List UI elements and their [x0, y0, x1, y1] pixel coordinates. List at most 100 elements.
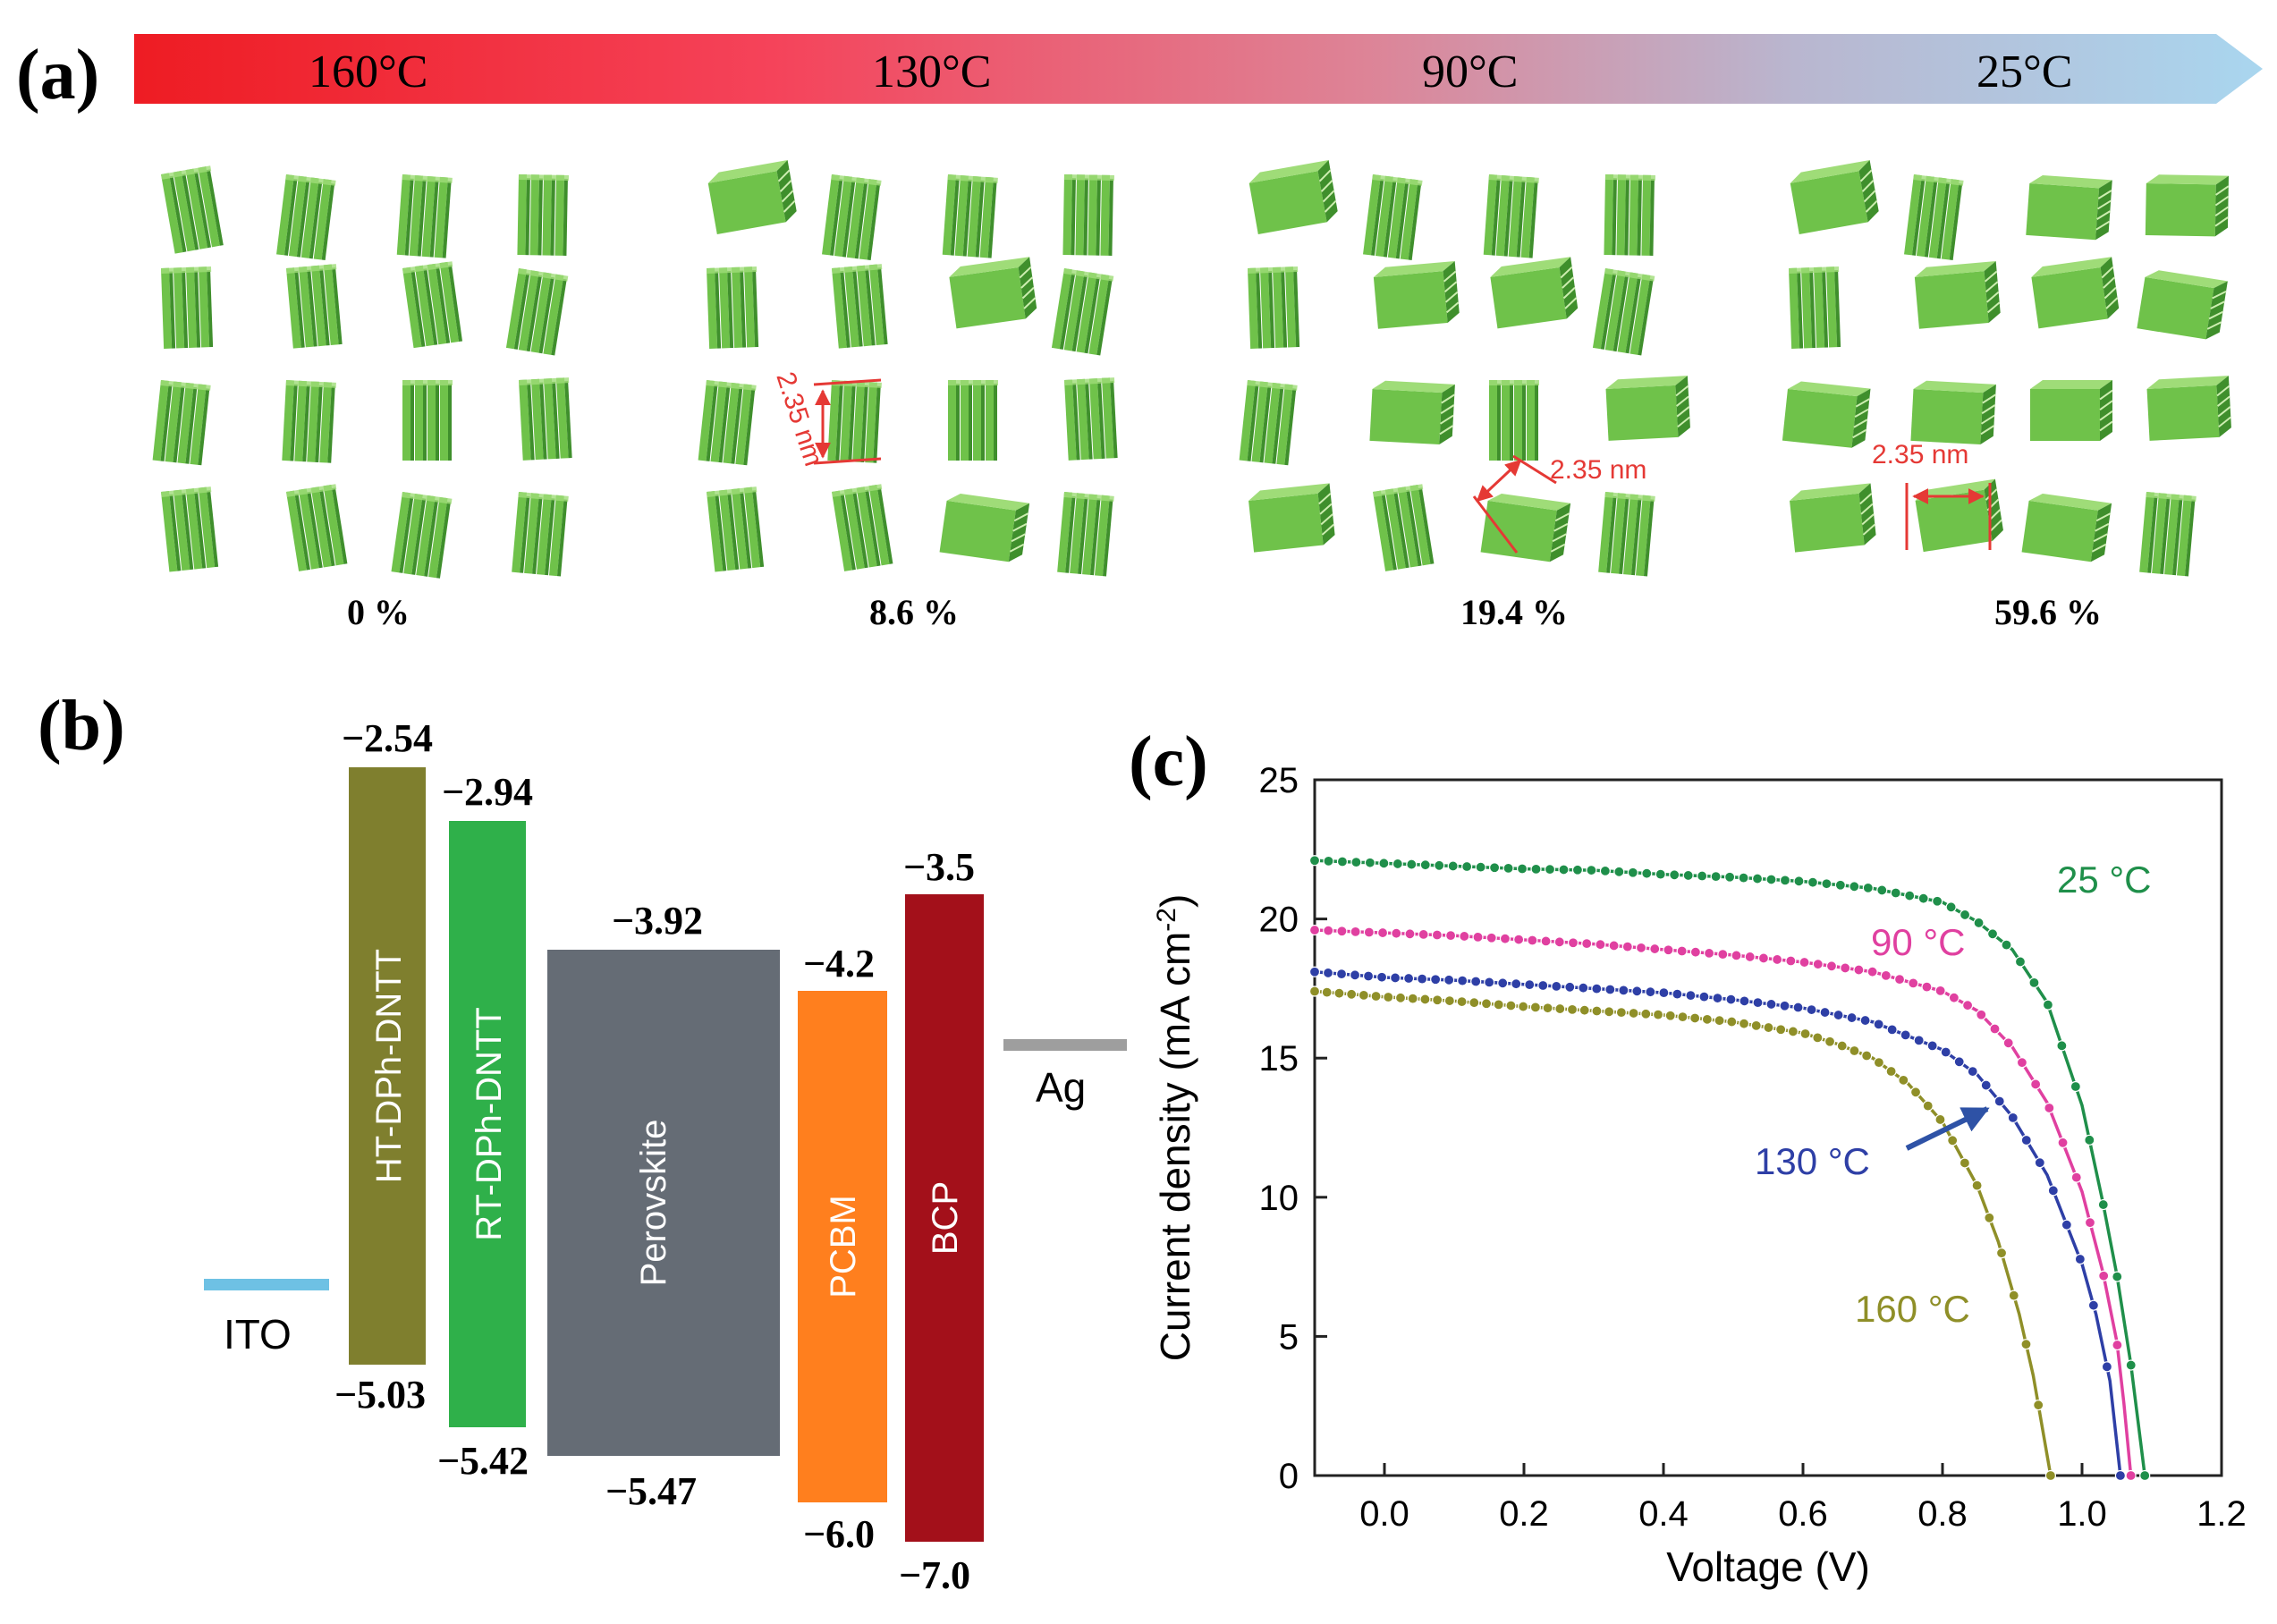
data-point — [1738, 1018, 1750, 1029]
band-rt-label: RT-DPh-DNTT — [470, 1007, 509, 1240]
data-point — [1540, 935, 1552, 947]
data-point — [1714, 1015, 1725, 1027]
crystal-stack — [152, 380, 211, 466]
spacing-label-3: 2.35 nm — [1872, 440, 1968, 469]
band-pcbm-label: PCBM — [824, 1195, 863, 1298]
data-point — [2014, 956, 2027, 968]
crystal-groups — [152, 160, 2231, 579]
x-tick-label: 0.8 — [1917, 1494, 1968, 1534]
crystal-stack — [402, 261, 462, 349]
data-point — [1765, 874, 1777, 885]
data-point — [1757, 952, 1770, 964]
data-point — [1499, 933, 1511, 944]
data-point — [1682, 869, 1694, 882]
data-point — [1765, 998, 1777, 1011]
data-point — [1712, 992, 1723, 1004]
data-point — [2061, 1219, 2072, 1231]
data-point — [1840, 962, 1851, 974]
data-point — [2030, 1078, 2042, 1090]
crystal-stack — [1369, 380, 1455, 444]
data-point — [1604, 1006, 1615, 1018]
data-point — [1615, 1007, 1627, 1019]
percent-label-0: 0 % — [347, 592, 410, 632]
data-point — [1480, 998, 1493, 1010]
data-point — [1530, 863, 1542, 875]
temp-label-130: 130°C — [872, 47, 991, 97]
data-point — [1581, 938, 1593, 950]
temp-label-25: 25°C — [1977, 47, 2072, 97]
data-point — [1752, 997, 1764, 1009]
data-point — [1824, 1036, 1836, 1047]
data-point — [1558, 864, 1570, 875]
data-point — [1995, 1248, 2008, 1259]
data-point — [1391, 927, 1402, 939]
band-perovskite-bottom-value: −5.47 — [605, 1469, 697, 1513]
data-point — [1502, 862, 1514, 874]
data-point — [1934, 985, 1946, 996]
crystal-stack — [512, 492, 569, 577]
legend-label-160: 160 °C — [1855, 1288, 1970, 1330]
band-pcbm-bottom-value: −6.0 — [803, 1512, 875, 1556]
x-tick-label: 1.2 — [2197, 1494, 2247, 1534]
data-point — [1717, 949, 1729, 960]
crystal-stack — [2030, 380, 2113, 441]
x-tick-label: 1.0 — [2057, 1494, 2107, 1534]
data-point — [1613, 866, 1625, 877]
data-point — [1505, 1000, 1517, 1011]
data-point — [1948, 992, 1960, 1003]
data-point — [1710, 871, 1722, 883]
band-perovskite — [547, 950, 780, 1456]
y-tick-label: 10 — [1259, 1179, 1299, 1218]
y-tick-label: 5 — [1279, 1317, 1299, 1357]
data-point — [2047, 1185, 2059, 1197]
crystal-stack — [1598, 492, 1655, 577]
data-point — [1407, 993, 1418, 1004]
data-point — [1885, 1065, 1897, 1078]
band-bcp-label: BCP — [926, 1181, 965, 1255]
crystal-stack — [519, 377, 572, 461]
data-point — [1799, 956, 1810, 968]
crystal-stack — [286, 484, 348, 571]
data-point — [1833, 1009, 1844, 1021]
crystal-stack — [707, 486, 765, 572]
data-point — [1470, 976, 1482, 987]
data-point — [1489, 862, 1501, 874]
data-point — [2101, 1361, 2112, 1373]
data-point — [2044, 1102, 2055, 1114]
data-point — [1763, 1021, 1774, 1034]
data-point — [1934, 1113, 1946, 1126]
data-point — [1346, 988, 1358, 1000]
data-point — [1751, 873, 1764, 884]
data-point — [2125, 1359, 2137, 1371]
crystal-stack — [161, 486, 219, 572]
data-point — [1564, 981, 1576, 993]
data-point — [1475, 861, 1486, 873]
data-point — [2114, 1469, 2126, 1482]
band-ht-top-value: −2.54 — [342, 716, 433, 760]
crystal-stack — [1604, 174, 1655, 256]
data-point — [1513, 934, 1525, 945]
data-point — [1980, 1079, 1992, 1091]
band-perovskite-label: Perovskite — [634, 1120, 673, 1287]
band-ht-label: HT-DPh-DNTT — [369, 949, 409, 1183]
data-point — [1443, 994, 1455, 1007]
data-point — [1579, 1004, 1590, 1016]
crystal-stack — [1064, 377, 1118, 461]
data-point — [1652, 1009, 1664, 1020]
data-point — [1323, 925, 1334, 936]
data-point — [1431, 929, 1443, 941]
data-point — [1578, 982, 1589, 994]
data-point — [1849, 881, 1860, 892]
data-point — [1635, 942, 1647, 953]
data-point — [1932, 895, 1943, 907]
data-point — [2016, 1057, 2028, 1069]
data-point — [1544, 864, 1556, 875]
crystal-stack — [2137, 270, 2228, 340]
panel-b-label: (b) — [38, 687, 125, 765]
data-point — [1447, 860, 1459, 872]
axis-ticks: 0.0 0.2 0.4 0.6 0.8 1.0 1.2 0 5 10 15 20 25 — [1259, 761, 2247, 1534]
data-point — [1516, 863, 1528, 875]
data-point — [1785, 955, 1797, 967]
crystal-stack — [161, 266, 214, 349]
data-point — [1723, 871, 1736, 883]
